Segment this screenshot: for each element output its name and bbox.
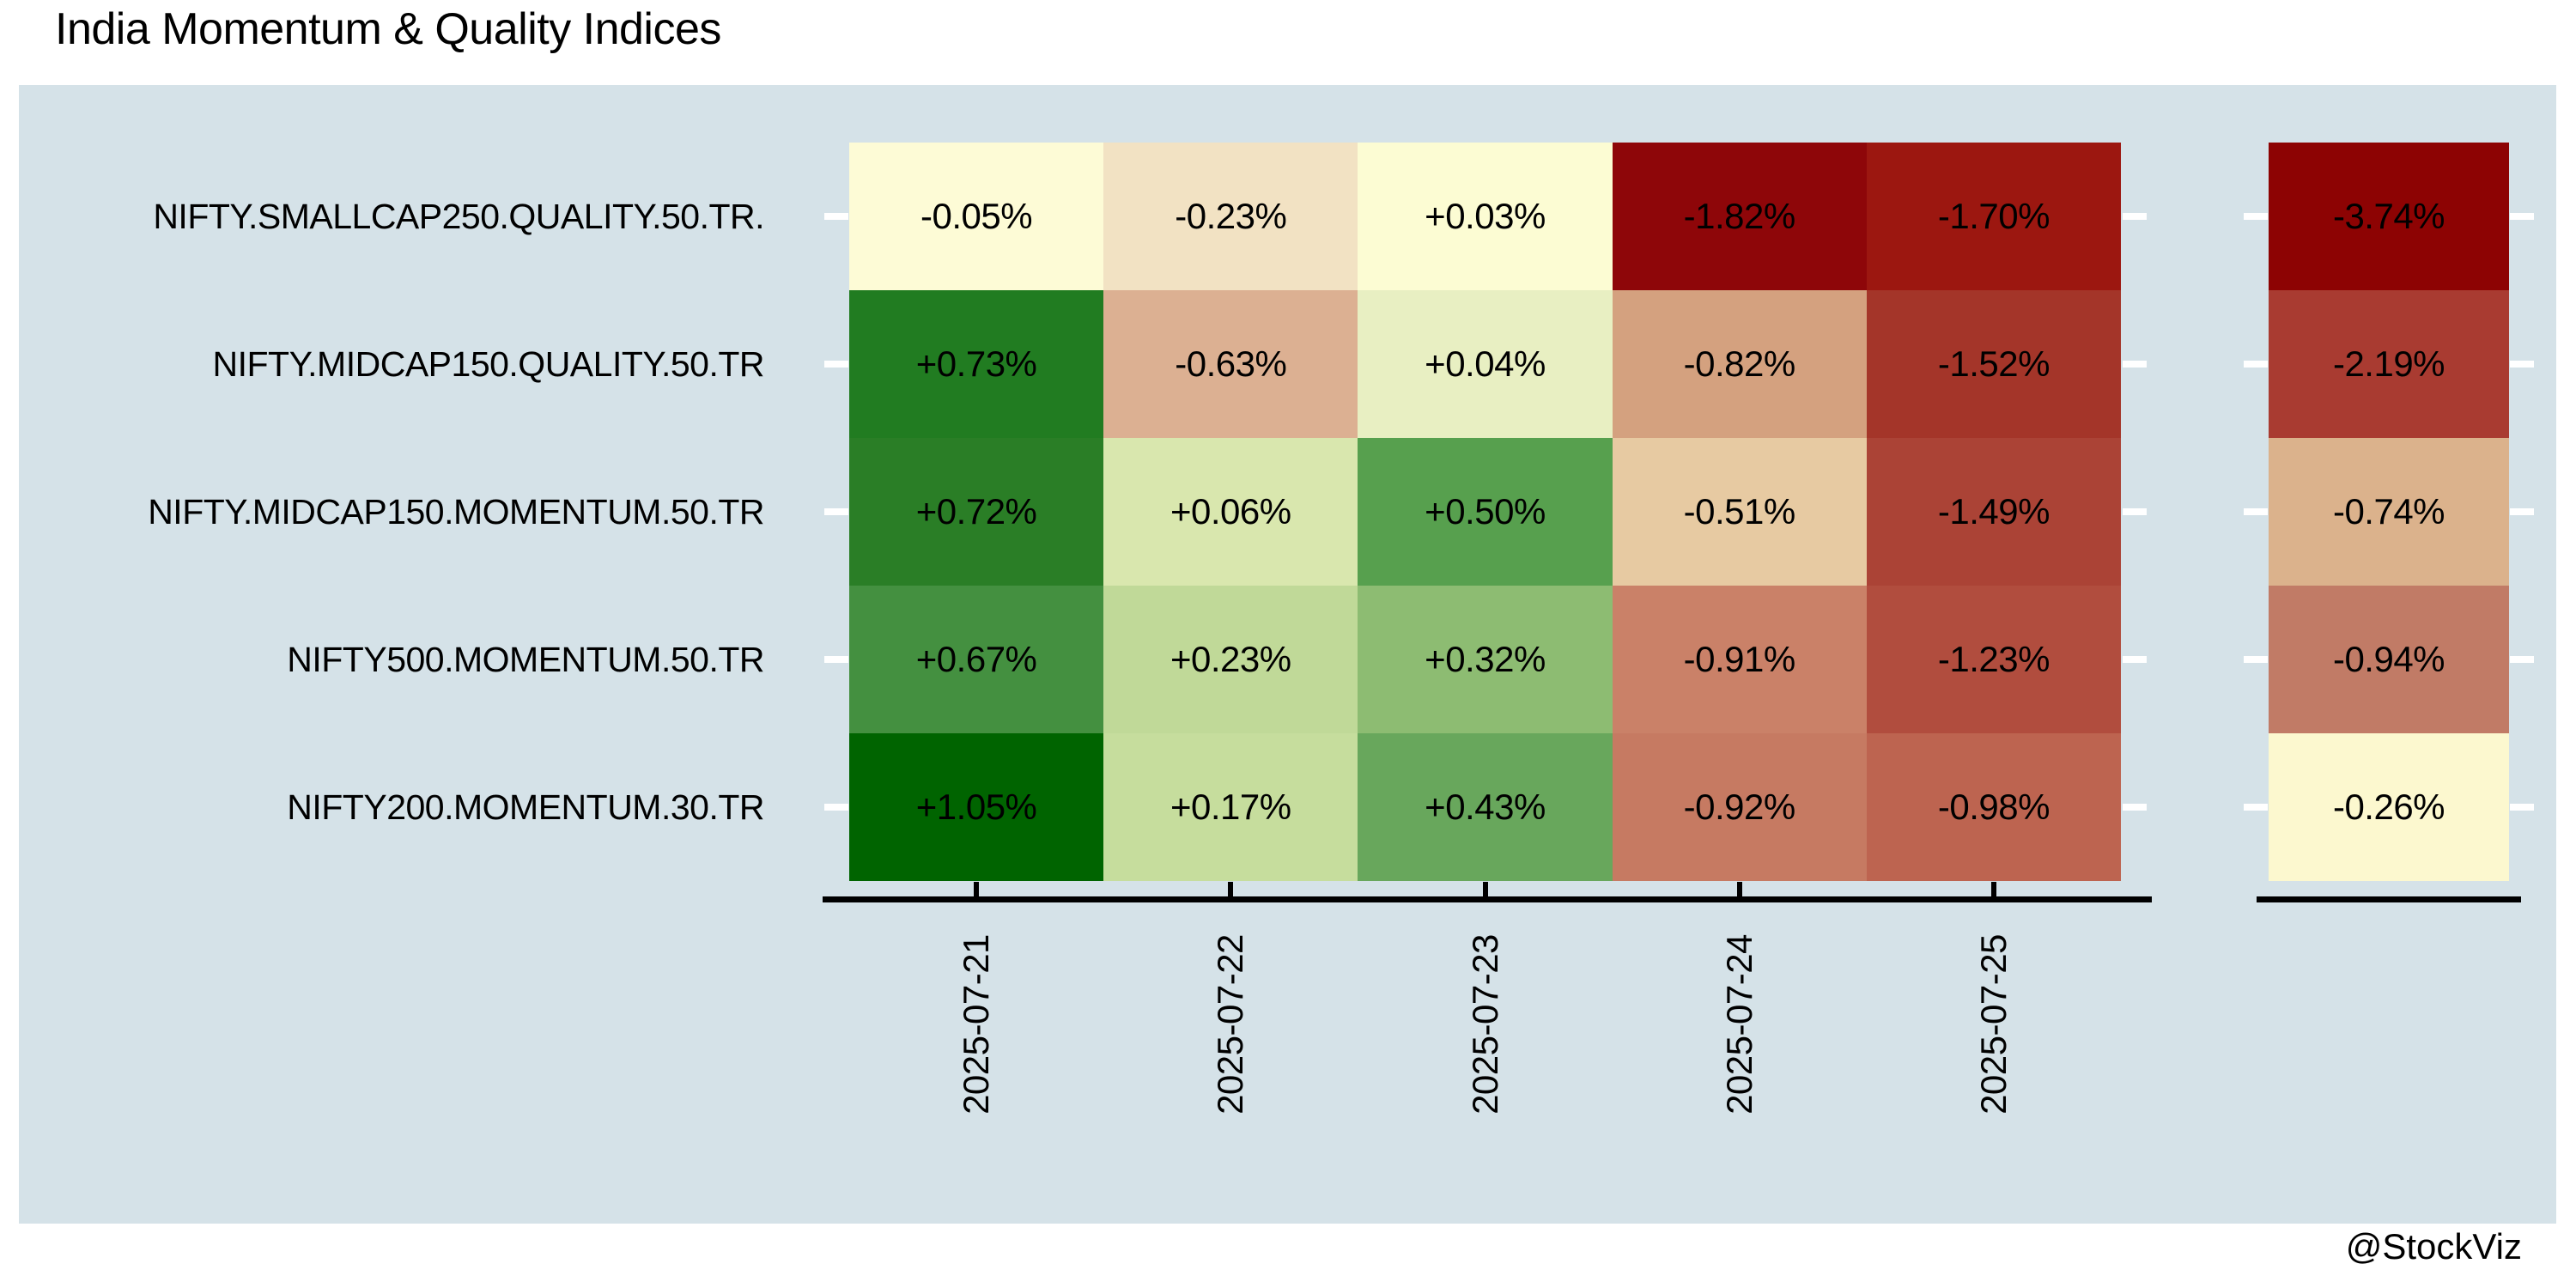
- y-tick: [2510, 656, 2534, 663]
- heatmap-cell: -0.51%: [1612, 438, 1867, 586]
- x-tick: [1482, 882, 1488, 896]
- y-tick: [824, 508, 848, 515]
- heatmap-cell: -0.63%: [1103, 290, 1358, 438]
- row-label: NIFTY500.MOMENTUM.50.TR: [287, 640, 764, 679]
- heatmap-cell: -1.70%: [1866, 143, 2121, 290]
- heatmap-cell: +0.50%: [1358, 438, 1613, 586]
- heatmap-cell: +0.03%: [1358, 143, 1613, 290]
- x-tick: [1228, 882, 1234, 896]
- heatmap-cell: -0.05%: [849, 143, 1104, 290]
- heatmap-cell: +0.32%: [1358, 586, 1613, 733]
- y-tick: [2510, 361, 2534, 368]
- y-tick: [2123, 213, 2147, 220]
- y-tick: [2123, 361, 2147, 368]
- x-tick: [1736, 882, 1742, 896]
- cumulative-cell: -2.19%: [2269, 290, 2509, 438]
- y-tick: [2510, 804, 2534, 811]
- heatmap-cell: -1.82%: [1612, 143, 1867, 290]
- daily-heatmap: -0.05% -0.23% +0.03% -1.82% -1.70% +0.73% -0.6…: [849, 143, 2121, 881]
- x-axis-date-label: 2025-07-23: [1464, 934, 1505, 1115]
- cumulative-cell: -0.74%: [2269, 438, 2509, 586]
- cumulative-x-axis-line: [2257, 896, 2521, 902]
- heatmap-cell: +0.72%: [849, 438, 1104, 586]
- attribution-watermark: @StockViz: [2345, 1226, 2522, 1267]
- y-tick: [2244, 508, 2268, 515]
- y-tick: [2244, 361, 2268, 368]
- y-tick: [2244, 213, 2268, 220]
- heatmap-cell: -1.52%: [1866, 290, 2121, 438]
- daily-x-axis-line: [823, 896, 2152, 902]
- heatmap-cell: -0.23%: [1103, 143, 1358, 290]
- y-tick: [2244, 804, 2268, 811]
- row-label: NIFTY.MIDCAP150.MOMENTUM.50.TR: [148, 492, 764, 532]
- heatmap-cell: -0.91%: [1612, 586, 1867, 733]
- y-tick: [2510, 213, 2534, 220]
- x-axis-date-label: 2025-07-22: [1210, 934, 1251, 1115]
- heatmap-cell: +0.43%: [1358, 733, 1613, 881]
- x-tick: [974, 882, 980, 896]
- cumulative-cell: -3.74%: [2269, 143, 2509, 290]
- y-tick: [2123, 804, 2147, 811]
- heatmap-cell: +0.73%: [849, 290, 1104, 438]
- row-label: NIFTY200.MOMENTUM.30.TR: [287, 787, 764, 827]
- x-axis-date-label: 2025-07-24: [1718, 934, 1759, 1115]
- cumulative-cell: -0.26%: [2269, 733, 2509, 881]
- x-axis-date-label: 2025-07-25: [1972, 934, 2014, 1115]
- heatmap-cell: +0.67%: [849, 586, 1104, 733]
- heatmap-cell: -0.82%: [1612, 290, 1867, 438]
- x-tick: [1990, 882, 1996, 896]
- y-tick: [824, 656, 848, 663]
- cumulative-heatmap: -3.74% -2.19% -0.74% -0.94% -0.26%: [2269, 143, 2509, 881]
- cumulative-cell: -0.94%: [2269, 586, 2509, 733]
- y-tick: [824, 361, 848, 368]
- page-title: India Momentum & Quality Indices: [55, 4, 721, 54]
- heatmap-cell: +0.06%: [1103, 438, 1358, 586]
- heatmap-cell: +0.17%: [1103, 733, 1358, 881]
- heatmap-cell: -1.49%: [1866, 438, 2121, 586]
- row-label: NIFTY.SMALLCAP250.QUALITY.50.TR.: [153, 197, 764, 236]
- y-tick: [2123, 508, 2147, 515]
- y-tick: [2123, 656, 2147, 663]
- y-tick: [824, 213, 848, 220]
- x-axis-date-label: 2025-07-21: [956, 934, 997, 1115]
- row-label: NIFTY.MIDCAP150.QUALITY.50.TR: [212, 344, 765, 384]
- y-tick: [2510, 508, 2534, 515]
- y-tick: [2244, 656, 2268, 663]
- heatmap-cell: +0.23%: [1103, 586, 1358, 733]
- heatmap-cell: +0.04%: [1358, 290, 1613, 438]
- y-tick: [824, 804, 848, 811]
- heatmap-cell: +1.05%: [849, 733, 1104, 881]
- heatmap-cell: -0.92%: [1612, 733, 1867, 881]
- heatmap-cell: -0.98%: [1866, 733, 2121, 881]
- heatmap-cell: -1.23%: [1866, 586, 2121, 733]
